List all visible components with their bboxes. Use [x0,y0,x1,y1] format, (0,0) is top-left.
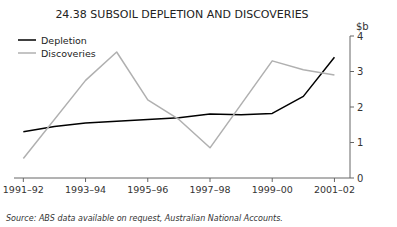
x-tick-label: 1991–92 [3,184,44,195]
source-note: Source: ABS data available on request, A… [6,214,283,223]
legend-label: Depletion [41,35,87,46]
x-tick [334,178,335,182]
y-tick [350,36,354,37]
y-tick-label: 1 [357,137,363,148]
legend-label: Discoveries [41,48,96,59]
x-tick [23,178,24,182]
legend: Depletion Discoveries [18,35,96,59]
y-tick [350,71,354,72]
x-tick-label: 1999–00 [252,184,293,195]
x-tick-label: 1993–94 [65,184,106,195]
series-line [23,52,334,158]
y-tick [350,178,354,179]
y-tick-label: 0 [357,173,363,184]
x-tick-label: 2001–02 [314,184,355,195]
x-tick [210,178,211,182]
x-tick [272,178,273,182]
y-tick-label: 3 [357,66,363,77]
x-tick-label: 1997–98 [189,184,230,195]
legend-swatch [18,39,36,41]
chart: 24.38 SUBSOIL DEPLETION AND DISCOVERIES$… [0,0,397,227]
y-tick-label: 4 [357,31,363,42]
legend-swatch [18,52,36,54]
y-tick [350,107,354,108]
x-tick [85,178,86,182]
y-tick-label: 2 [357,102,363,113]
title: 24.38 SUBSOIL DEPLETION AND DISCOVERIES [55,8,308,21]
y-tick [350,142,354,143]
x-tick [147,178,148,182]
x-tick-label: 1995–96 [127,184,168,195]
x-axis-line [14,178,350,179]
series-line [23,57,334,132]
plot-area [23,52,334,158]
